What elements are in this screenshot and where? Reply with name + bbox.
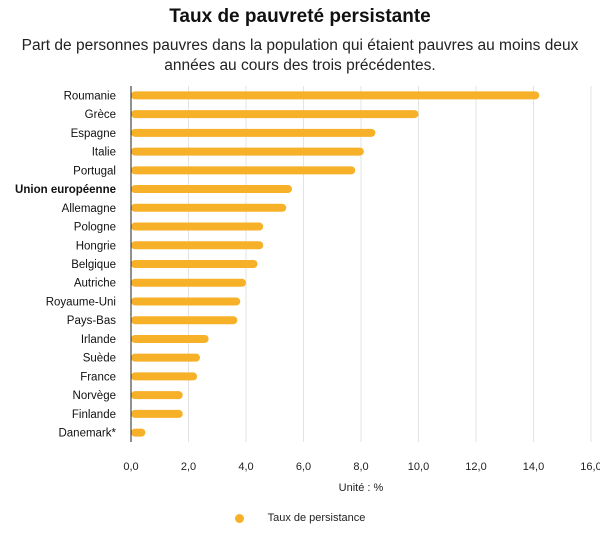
bar	[131, 428, 146, 437]
category-label: Belgique	[71, 259, 116, 271]
category-label: Allemagne	[62, 203, 116, 215]
category-labels: Roumanie Grèce Espagne Italie Portugal Union …	[15, 90, 116, 439]
category-label: Espagne	[71, 128, 116, 140]
bar	[131, 409, 183, 418]
bar	[131, 185, 292, 194]
bar	[131, 260, 258, 268]
category-label: France	[80, 371, 116, 383]
category-label: Portugal	[73, 165, 116, 177]
category-label: Royaume-Uni	[46, 296, 116, 308]
x-tick-label: 2,0	[181, 461, 196, 473]
chart-subtitle: Part de personnes pauvres dans la popula…	[21, 37, 579, 74]
category-label: Grèce	[85, 109, 116, 121]
x-tick-label: 8,0	[353, 461, 368, 473]
bar	[131, 316, 238, 325]
x-tick-label: 10,0	[408, 461, 429, 473]
x-tick-label: 16,0	[580, 461, 600, 473]
legend-label: Taux de persistance	[267, 512, 366, 525]
category-label: Suède	[83, 353, 116, 365]
category-label: Irlande	[81, 334, 116, 346]
category-label: Pays-Bas	[67, 315, 116, 327]
x-tick-label: 14,0	[523, 461, 544, 473]
bar	[131, 334, 209, 343]
category-label: Danemark*	[58, 428, 116, 440]
bar	[131, 391, 183, 400]
tick-labels: 0,0 2,0 4,0 6,0 8,0 10,0 12,0 14,0 16,0	[123, 461, 600, 473]
bar	[131, 203, 287, 212]
legend: Taux de persistance	[0, 512, 600, 524]
legend-swatch	[234, 513, 244, 523]
bar	[131, 222, 264, 231]
bar-chart: Roumanie Grèce Espagne Italie Portugal Union …	[15, 86, 600, 494]
category-label: Pologne	[74, 222, 116, 234]
x-tick-label: 0,0	[123, 461, 138, 473]
bar	[131, 110, 419, 119]
bar	[131, 91, 540, 100]
category-label: Finlande	[72, 409, 116, 421]
bar	[131, 241, 264, 250]
category-label: Union européenne	[15, 184, 116, 196]
category-label: Autriche	[74, 278, 116, 290]
category-label: Norvège	[73, 390, 116, 402]
chart-title: Taux de pauvreté persistante	[169, 6, 431, 27]
bar	[131, 147, 364, 156]
bar	[131, 278, 246, 287]
bar	[131, 372, 198, 381]
x-tick-label: 12,0	[465, 461, 486, 473]
category-label: Hongrie	[76, 240, 116, 252]
category-label: Italie	[92, 147, 116, 159]
bars	[131, 91, 540, 437]
bar	[131, 128, 376, 137]
category-label: Roumanie	[64, 90, 116, 102]
x-tick-label: 4,0	[238, 461, 253, 473]
x-tick-label: 6,0	[296, 461, 311, 473]
x-axis-label: Unité : %	[339, 482, 384, 494]
bar	[131, 353, 200, 362]
bar	[131, 166, 356, 175]
bar	[131, 297, 241, 306]
